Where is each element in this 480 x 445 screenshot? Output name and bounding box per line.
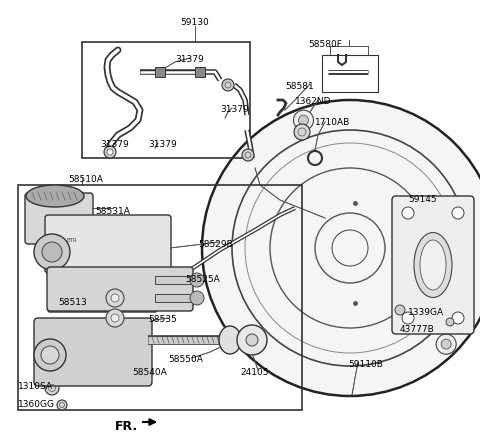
Ellipse shape — [26, 185, 84, 207]
Bar — [322, 55, 378, 92]
FancyBboxPatch shape — [48, 266, 157, 312]
Circle shape — [242, 149, 254, 161]
Text: BTR: BTR — [67, 238, 77, 243]
Circle shape — [111, 294, 119, 302]
Text: 58581: 58581 — [285, 82, 314, 91]
Circle shape — [237, 325, 267, 355]
Text: 31379: 31379 — [220, 105, 249, 114]
Circle shape — [104, 146, 116, 158]
Circle shape — [294, 124, 310, 140]
Text: 1310SA: 1310SA — [18, 382, 53, 391]
Circle shape — [452, 207, 464, 219]
Bar — [195, 67, 205, 77]
Bar — [155, 67, 165, 77]
Text: 43777B: 43777B — [400, 325, 435, 334]
Circle shape — [107, 149, 113, 155]
Circle shape — [202, 100, 480, 396]
Text: 58531A: 58531A — [95, 207, 130, 216]
FancyBboxPatch shape — [34, 318, 152, 386]
Bar — [155, 276, 197, 284]
Text: 59145: 59145 — [408, 195, 437, 204]
Circle shape — [190, 291, 204, 305]
Circle shape — [111, 314, 119, 322]
Text: 58580F: 58580F — [308, 40, 342, 49]
Circle shape — [45, 381, 59, 395]
Text: 59110B: 59110B — [348, 360, 383, 369]
Text: 59130: 59130 — [180, 18, 209, 27]
FancyBboxPatch shape — [45, 215, 171, 273]
Circle shape — [452, 312, 464, 324]
Circle shape — [34, 234, 70, 270]
Text: 1362ND: 1362ND — [295, 97, 332, 106]
Circle shape — [246, 334, 258, 346]
Circle shape — [446, 318, 454, 326]
Circle shape — [441, 339, 451, 349]
Ellipse shape — [414, 232, 452, 298]
Circle shape — [42, 242, 62, 262]
Circle shape — [57, 400, 67, 410]
Text: 31379: 31379 — [148, 140, 177, 149]
Circle shape — [34, 339, 66, 371]
Text: 58510A: 58510A — [68, 175, 103, 184]
FancyBboxPatch shape — [47, 267, 193, 311]
Text: 58540A: 58540A — [132, 368, 167, 377]
Text: 31379: 31379 — [100, 140, 129, 149]
FancyBboxPatch shape — [25, 193, 93, 244]
Circle shape — [293, 110, 313, 130]
Text: 1710AB: 1710AB — [315, 118, 350, 127]
Text: 58525A: 58525A — [185, 275, 220, 284]
Circle shape — [299, 115, 309, 125]
Text: 1360GG: 1360GG — [18, 400, 55, 409]
FancyBboxPatch shape — [392, 196, 474, 334]
Text: 24105: 24105 — [240, 368, 268, 377]
Circle shape — [244, 334, 264, 354]
Text: 58529B: 58529B — [198, 240, 233, 249]
Circle shape — [249, 339, 259, 349]
Circle shape — [41, 346, 59, 364]
Text: 58535: 58535 — [148, 315, 177, 324]
Circle shape — [436, 334, 456, 354]
Ellipse shape — [420, 240, 446, 290]
Text: 1339GA: 1339GA — [408, 308, 444, 317]
Circle shape — [402, 312, 414, 324]
Circle shape — [395, 305, 405, 315]
Bar — [155, 294, 197, 302]
Circle shape — [190, 273, 204, 287]
Circle shape — [222, 79, 234, 91]
Ellipse shape — [219, 326, 241, 354]
Circle shape — [106, 289, 124, 307]
Text: FR.: FR. — [115, 420, 138, 433]
Circle shape — [402, 207, 414, 219]
Text: 58513: 58513 — [58, 298, 87, 307]
Text: 58550A: 58550A — [168, 355, 203, 364]
Circle shape — [106, 309, 124, 327]
Text: 31379: 31379 — [175, 55, 204, 64]
